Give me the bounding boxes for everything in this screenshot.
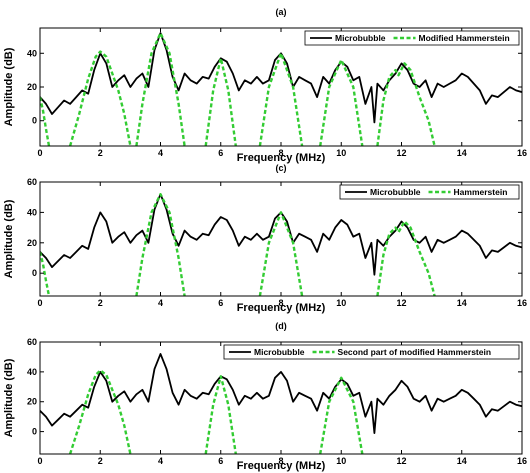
x-tick-label: 16: [517, 298, 527, 308]
legend-label: Modified Hammerstein: [419, 33, 510, 43]
y-tick-label: 0: [32, 427, 37, 437]
hammerstein-line: [135, 193, 186, 296]
panel-title: (a): [276, 7, 287, 17]
y-axis-label: Amplitude (dB): [3, 199, 15, 278]
x-tick-label: 2: [98, 148, 103, 158]
microbubble-line: [40, 193, 522, 276]
panel-title: (c): [276, 163, 287, 173]
legend-box: [304, 30, 520, 46]
y-tick-label: 60: [27, 177, 37, 187]
x-axis-label: Frequency (MHz): [237, 460, 326, 472]
x-tick-label: 12: [396, 298, 406, 308]
legend: Microbubble Hammerstein: [339, 184, 520, 200]
series-group: [40, 353, 522, 454]
y-tick-label: 20: [27, 397, 37, 407]
hammerstein-line: [376, 62, 436, 146]
panel-title: (d): [275, 321, 287, 331]
x-tick-label: 16: [517, 456, 527, 466]
hammerstein-line: [68, 50, 132, 146]
y-tick-label: 0: [32, 116, 37, 126]
x-tick-label: 8: [278, 148, 283, 158]
hammerstein-line: [40, 251, 51, 296]
y-axis-label: Amplitude (dB): [3, 47, 15, 126]
legend-label: Second part of modified Hammerstein: [338, 347, 492, 357]
legend-label: Microbubble: [370, 187, 421, 197]
x-tick-label: 0: [37, 456, 42, 466]
series-group: [40, 31, 522, 146]
x-tick-label: 6: [218, 148, 223, 158]
hammerstein-line: [68, 369, 132, 454]
legend-box: [223, 344, 520, 360]
y-axis-label: Amplitude (dB): [3, 358, 15, 437]
legend: Microbubble Second part of modified Hamme…: [223, 344, 520, 360]
x-tick-label: 12: [396, 148, 406, 158]
x-tick-label: 12: [396, 456, 406, 466]
x-tick-label: 10: [336, 148, 346, 158]
hammerstein-line: [135, 31, 186, 146]
x-tick-label: 2: [98, 298, 103, 308]
legend-label: Microbubble: [254, 347, 305, 357]
y-tick-label: 20: [27, 82, 37, 92]
x-tick-label: 14: [457, 148, 467, 158]
hammerstein-line: [40, 96, 51, 146]
hammerstein-line: [258, 52, 304, 146]
legend: Microbubble Modified Hammerstein: [304, 30, 520, 46]
y-tick-label: 0: [32, 268, 37, 278]
hammerstein-line: [319, 376, 364, 454]
x-tick-label: 8: [278, 456, 283, 466]
x-tick-label: 14: [457, 298, 467, 308]
y-tick-label: 40: [27, 367, 37, 377]
x-tick-label: 10: [336, 298, 346, 308]
panel-2: (d) 0 2 4 6 8 10 12 14 16 0 20 40 60 Frequency (MHz) Am…: [3, 321, 527, 472]
hammerstein-line: [204, 375, 237, 454]
x-tick-label: 6: [218, 298, 223, 308]
x-tick-label: 0: [37, 148, 42, 158]
panel-0: (a) 0 2 4 6 8 10 12 14 16 0 20 40 Frequency (MHz) Ampl…: [3, 7, 527, 164]
microbubble-line: [40, 353, 522, 434]
y-tick-label: 60: [27, 337, 37, 347]
x-tick-label: 16: [517, 148, 527, 158]
x-tick-label: 4: [158, 148, 163, 158]
x-tick-label: 0: [37, 298, 42, 308]
x-tick-label: 6: [218, 456, 223, 466]
x-axis-label: Frequency (MHz): [237, 152, 326, 164]
x-tick-label: 10: [336, 456, 346, 466]
x-tick-label: 2: [98, 456, 103, 466]
x-tick-label: 8: [278, 298, 283, 308]
hammerstein-line: [258, 211, 304, 296]
hammerstein-line: [376, 220, 436, 296]
x-tick-label: 14: [457, 456, 467, 466]
x-tick-label: 4: [158, 298, 163, 308]
y-tick-label: 40: [27, 207, 37, 217]
panel-1: (c) 0 2 4 6 8 10 12 14 16 0 20 40 60 Frequency (MHz) Am…: [3, 163, 527, 314]
x-axis-label: Frequency (MHz): [237, 302, 326, 314]
hammerstein-line: [319, 58, 364, 146]
series-group: [40, 193, 522, 296]
x-tick-label: 4: [158, 456, 163, 466]
legend-label: Hammerstein: [454, 187, 508, 197]
y-tick-label: 20: [27, 238, 37, 248]
y-tick-label: 40: [27, 48, 37, 58]
legend-label: Microbubble: [335, 33, 386, 43]
microbubble-line: [40, 32, 522, 124]
